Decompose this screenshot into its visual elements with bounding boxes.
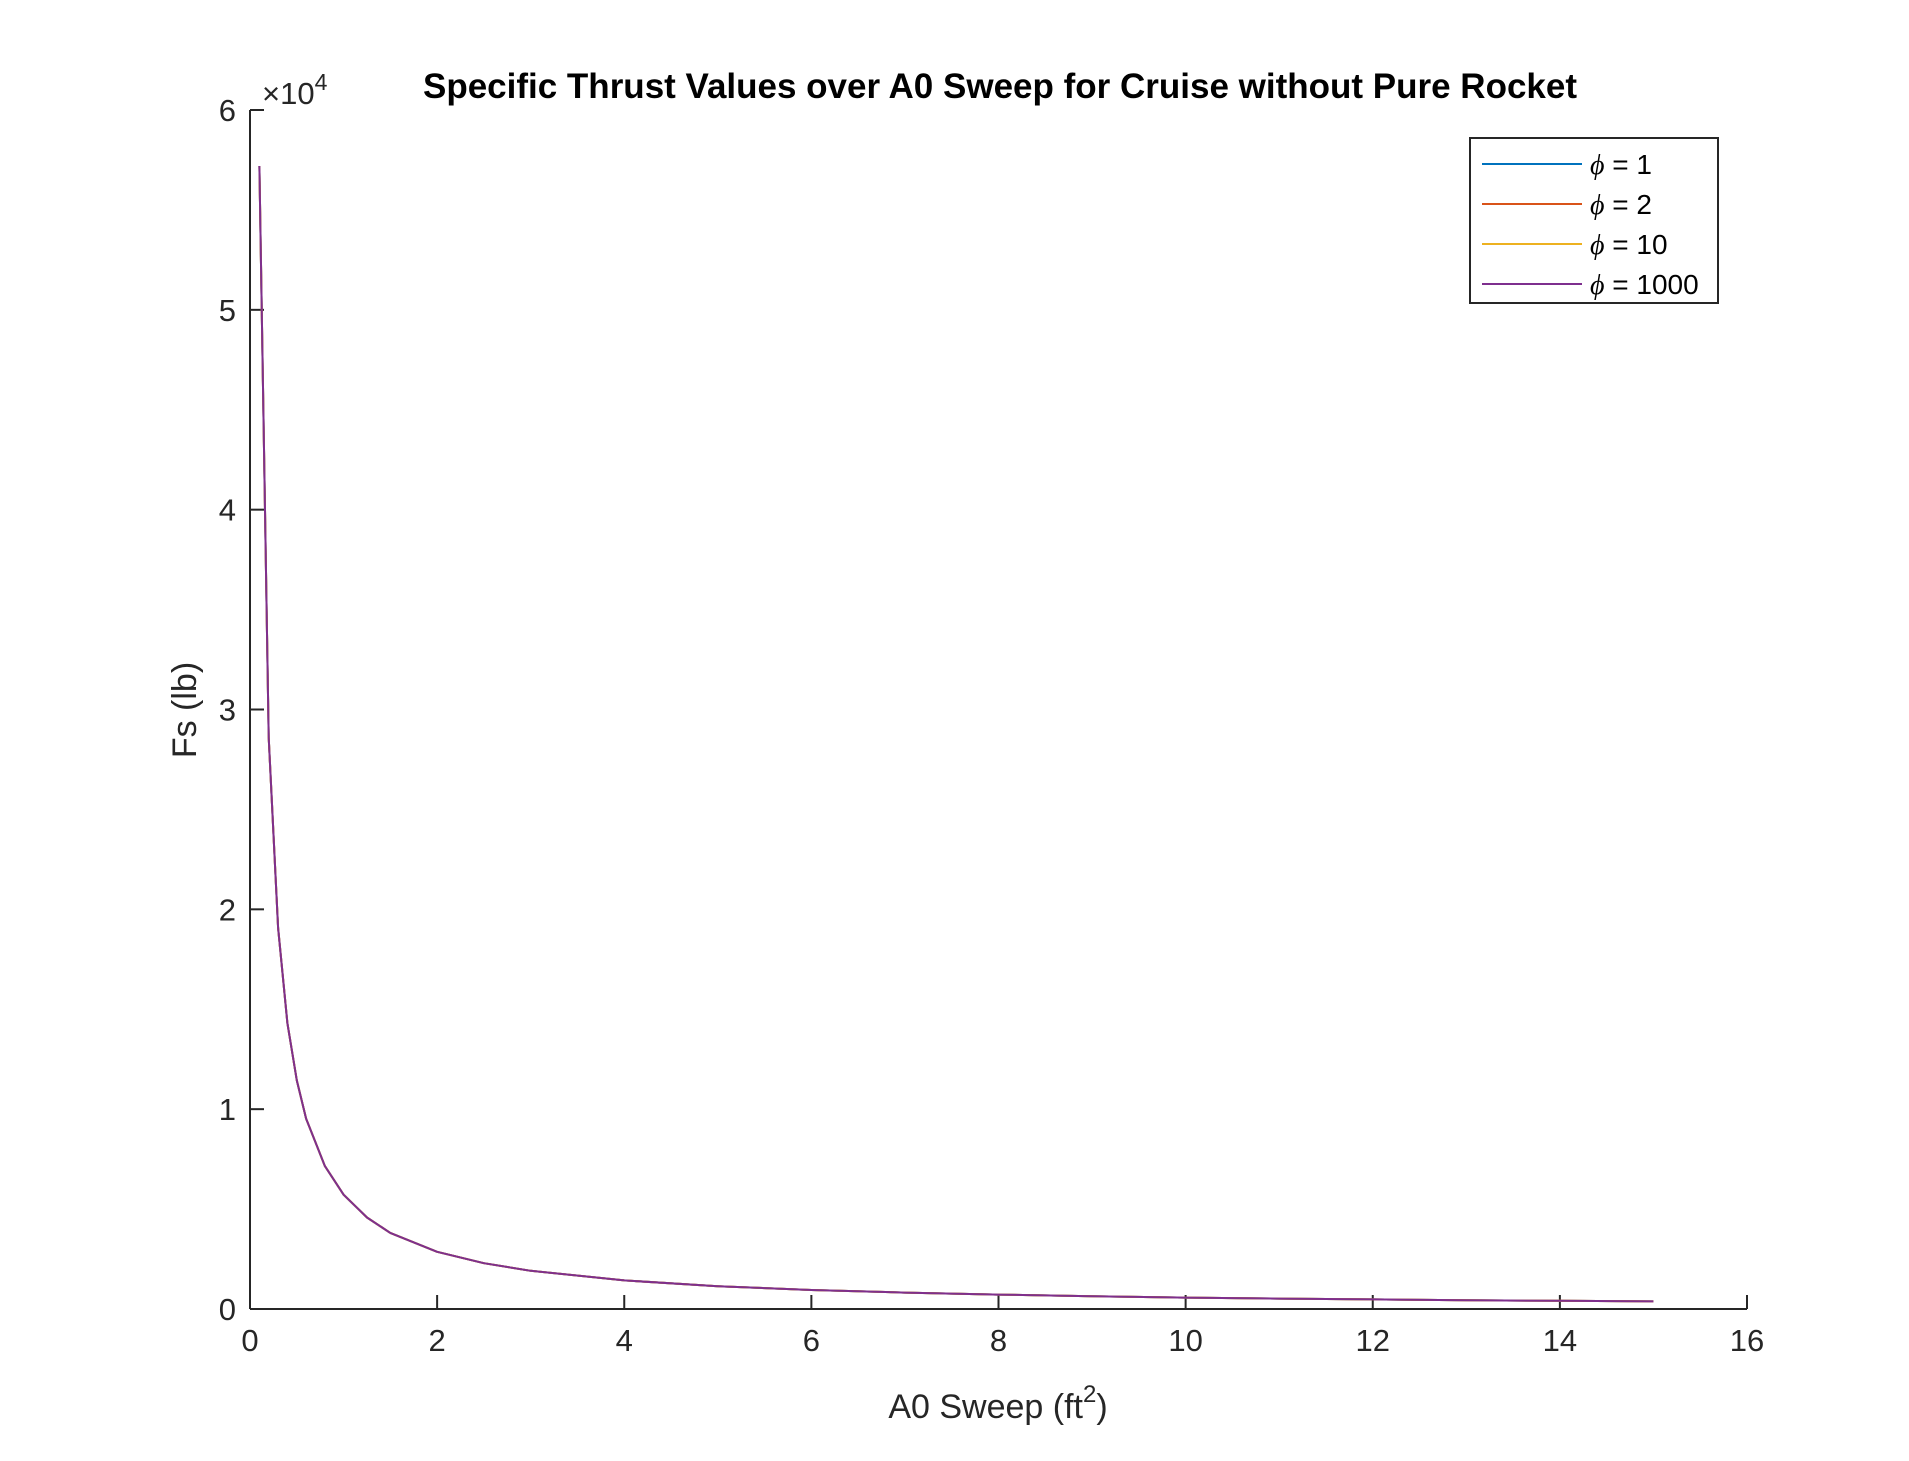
chart-title: Specific Thrust Values over A0 Sweep for… <box>423 67 1577 106</box>
x-tick-label: 14 <box>1543 1323 1577 1358</box>
x-tick-label: 0 <box>241 1323 258 1358</box>
y-tick-label: 3 <box>219 693 236 728</box>
x-tick-label: 10 <box>1168 1323 1202 1358</box>
y-axis-label: Fs (lb) <box>166 662 204 758</box>
series-lines <box>258 165 1654 1303</box>
y-tick-label: 6 <box>219 93 236 128</box>
x-tick-label: 16 <box>1730 1323 1764 1358</box>
y-tick-label: 0 <box>219 1292 236 1327</box>
y-ticks: 0 1 2 3 4 5 6 <box>219 93 264 1327</box>
y-axis-exponent: ×104 <box>262 69 328 111</box>
legend-entry: ϕ = 1 <box>1590 149 1652 181</box>
legend-box <box>1469 137 1719 304</box>
y-tick-label: 2 <box>219 892 236 927</box>
x-axis-label: A0 Sweep (ft2) <box>888 1381 1107 1426</box>
y-tick-label: 1 <box>219 1092 236 1127</box>
x-tick-label: 6 <box>803 1323 820 1358</box>
x-ticks: 0 2 4 6 8 10 12 14 16 <box>241 1295 1764 1358</box>
legend-entry: ϕ = 10 <box>1590 229 1668 261</box>
x-tick-label: 8 <box>990 1323 1007 1358</box>
legend: ϕ = 1 ϕ = 2 ϕ = 10 ϕ = 1000 <box>1469 137 1719 304</box>
legend-entry: ϕ = 2 <box>1590 189 1652 221</box>
x-tick-label: 2 <box>429 1323 446 1358</box>
y-tick-label: 4 <box>219 493 236 528</box>
x-tick-label: 12 <box>1356 1323 1390 1358</box>
y-tick-label: 5 <box>219 293 236 328</box>
series-line <box>258 165 1654 1303</box>
x-tick-label: 4 <box>616 1323 633 1358</box>
legend-entry: ϕ = 1000 <box>1590 269 1699 301</box>
